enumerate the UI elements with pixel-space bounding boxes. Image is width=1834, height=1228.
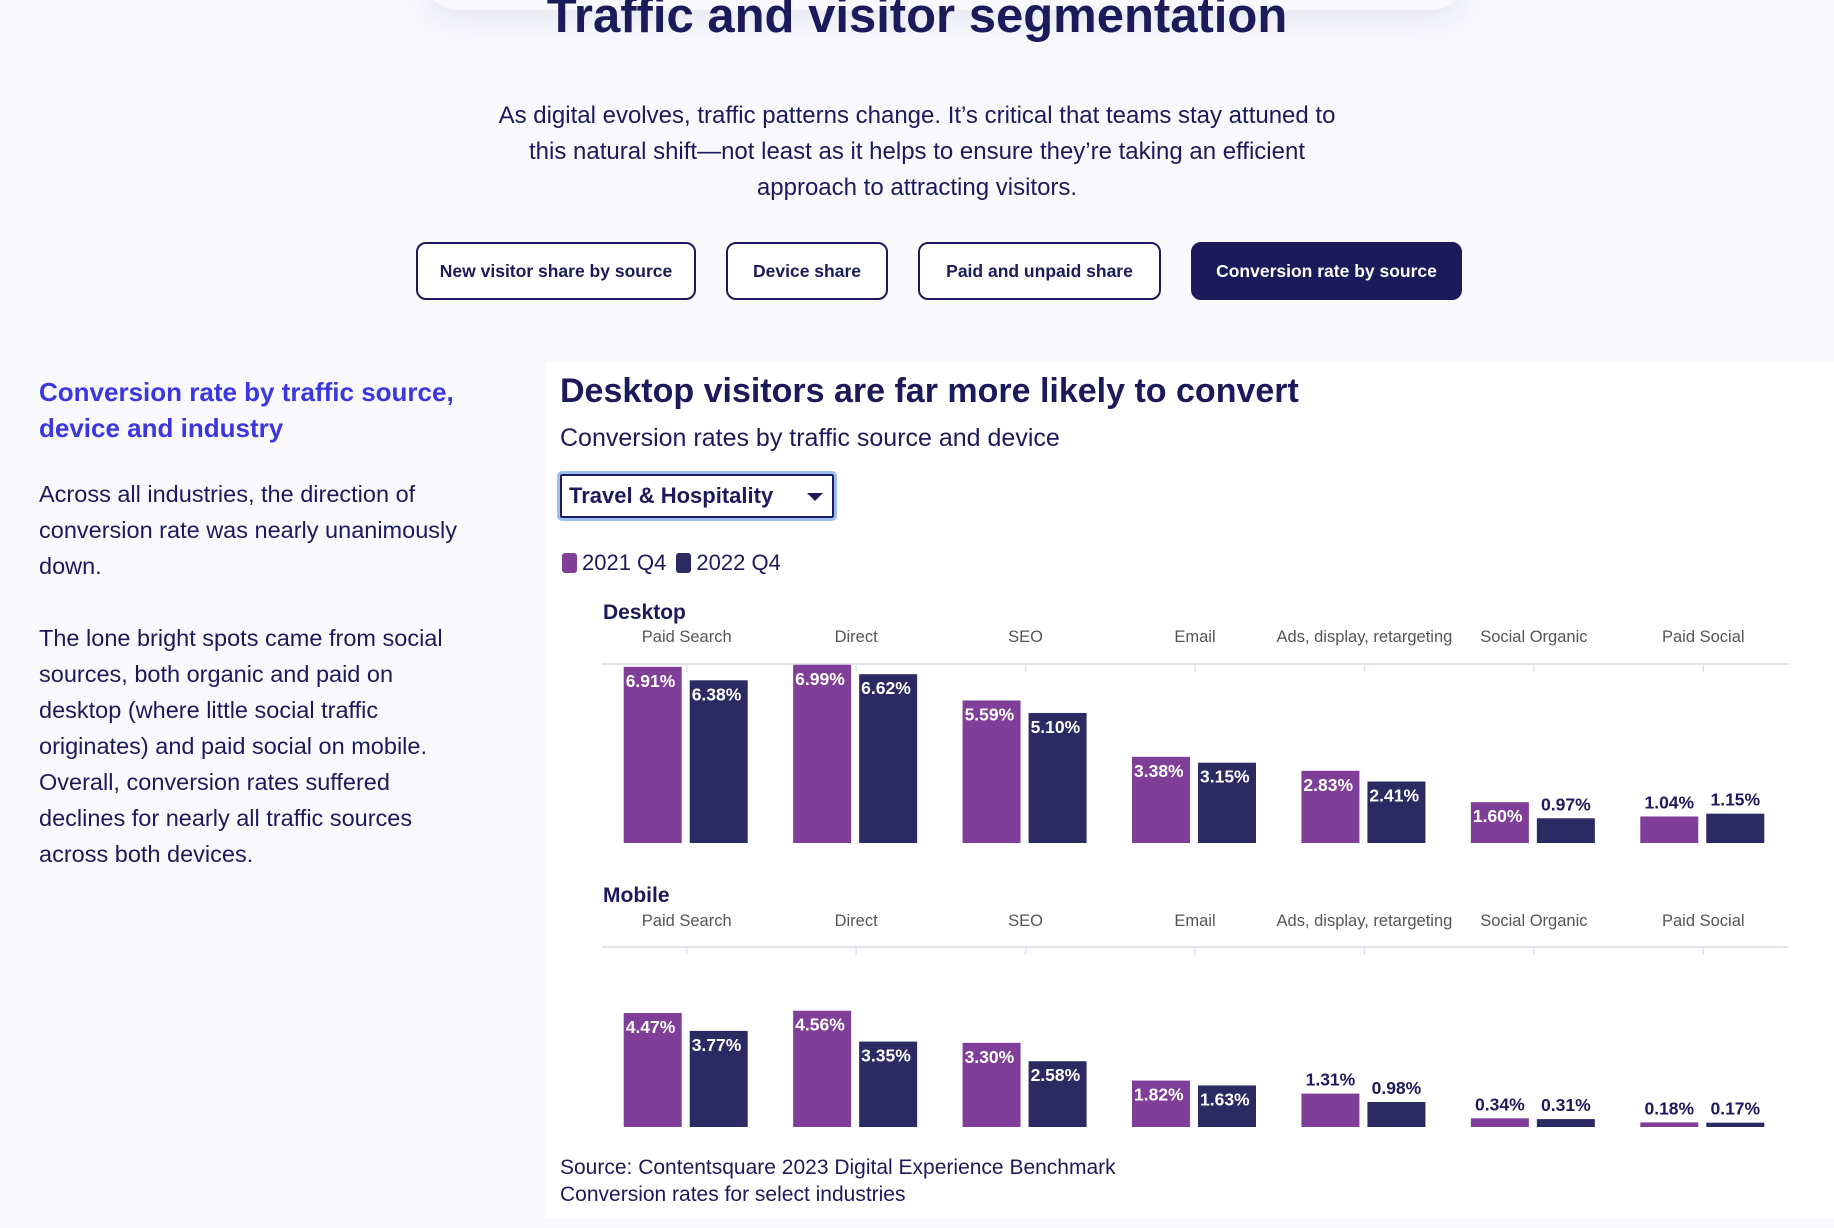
tab-new-visitor-share[interactable]: New visitor share by source — [416, 242, 696, 300]
sidebar-text-line: down. — [39, 553, 102, 579]
sidebar-text-line: Overall, conversion rates suffered — [39, 769, 390, 795]
sidebar-text-line: across both devices. — [39, 841, 254, 867]
sidebar-text-line: The lone bright spots came from social — [39, 625, 443, 651]
chart-title: Desktop visitors are far more likely to … — [560, 372, 1299, 410]
sidebar-paragraph-1: Across all industries, the direction of … — [39, 476, 489, 584]
sidebar-heading: Conversion rate by traffic source, devic… — [39, 374, 499, 446]
intro-line: this natural shift—not least as it helps… — [529, 138, 1305, 165]
source-line: Source: Contentsquare 2023 Digital Exper… — [560, 1156, 1116, 1179]
sidebar-text-line: declines for nearly all traffic sources — [39, 805, 413, 831]
legend-swatch-2021 — [562, 553, 577, 573]
tab-paid-unpaid-share[interactable]: Paid and unpaid share — [918, 242, 1161, 300]
tab-conversion-rate[interactable]: Conversion rate by source — [1191, 242, 1462, 300]
sidebar-text-line: desktop (where little social traffic — [39, 697, 379, 723]
sidebar-text-line: originates) and paid social on mobile. — [39, 733, 427, 759]
industry-select-value: Travel & Hospitality — [569, 483, 774, 508]
intro-line: approach to attracting visitors. — [756, 174, 1078, 201]
legend-label: 2021 Q4 — [582, 550, 667, 575]
chart-tabs: New visitor share by source Device share… — [0, 242, 1834, 300]
legend-swatch-2022 — [676, 553, 692, 573]
industry-select[interactable]: Travel & Hospitality — [557, 471, 837, 521]
header-card-edge — [420, 0, 1470, 10]
sidebar-text-line: sources, both organic and paid on — [39, 661, 394, 687]
intro-text: As digital evolves, traffic patterns cha… — [477, 98, 1357, 206]
sidebar-heading-line: Conversion rate by traffic source, — [39, 377, 454, 407]
source-line: Conversion rates for select industries — [560, 1183, 906, 1206]
chart-legend: 2021 Q4 2022 Q4 — [562, 550, 791, 576]
chevron-down-icon — [807, 493, 823, 501]
legend-item-2021: 2021 Q4 — [562, 550, 666, 576]
sidebar-heading-line: device and industry — [39, 413, 284, 443]
intro-line: As digital evolves, traffic patterns cha… — [498, 102, 1336, 129]
legend-label: 2022 Q4 — [696, 550, 781, 575]
legend-item-2022: 2022 Q4 — [676, 550, 781, 576]
chart-source: Source: Contentsquare 2023 Digital Exper… — [560, 1154, 1116, 1208]
page-title: Traffic and visitor segmentation — [546, 0, 1288, 43]
chart-subtitle: Conversion rates by traffic source and d… — [560, 424, 1060, 452]
sidebar-text-line: conversion rate was nearly unanimously — [39, 517, 457, 543]
sidebar-paragraph-2: The lone bright spots came from social s… — [39, 620, 489, 872]
sidebar-text-line: Across all industries, the direction of — [39, 481, 416, 507]
tab-device-share[interactable]: Device share — [726, 242, 888, 300]
